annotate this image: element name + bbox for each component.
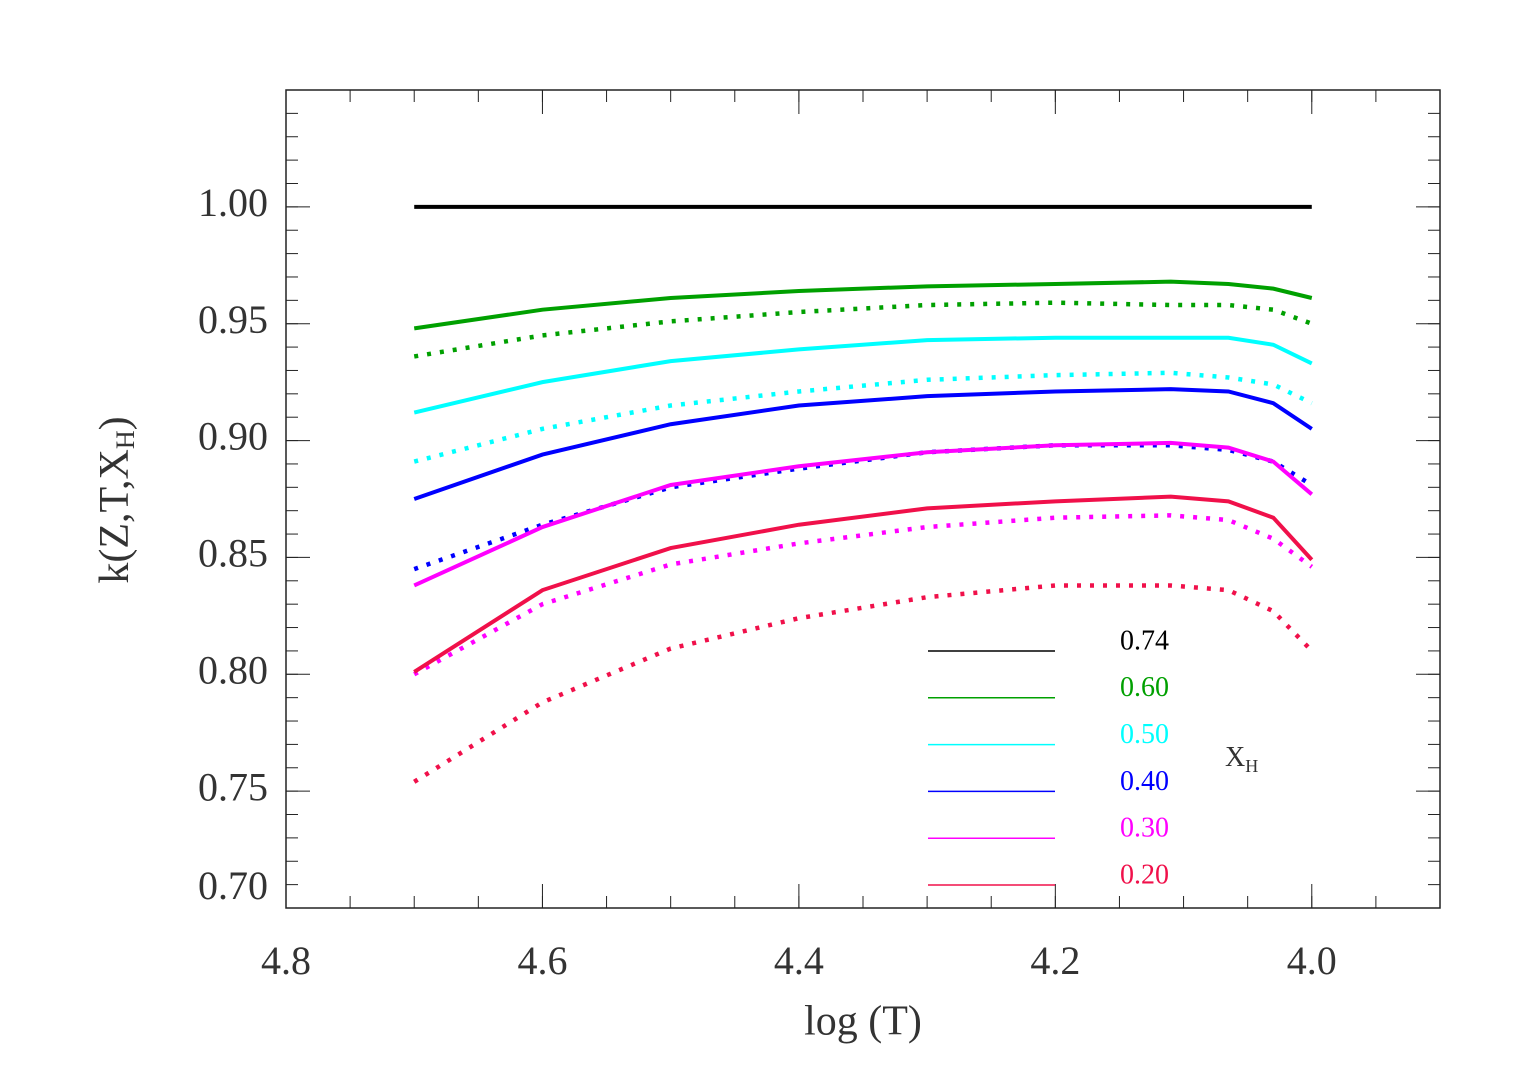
legend-label: 0.40 <box>1120 766 1169 797</box>
y-label-suffix: ) <box>92 416 138 430</box>
series-line <box>413 513 1314 677</box>
legend-label: 0.60 <box>1120 672 1169 703</box>
x-tick-label: 4.8 <box>261 938 311 983</box>
y-tick-label: 1.00 <box>198 180 268 225</box>
y-label-text: k(Z,T,X <box>92 449 138 584</box>
legend-label: 0.50 <box>1120 719 1169 750</box>
plot-frame <box>285 89 1441 909</box>
x-tick-label: 4.2 <box>1030 938 1080 983</box>
legend-label: 0.30 <box>1120 813 1169 844</box>
x-tick-label: 4.0 <box>1287 938 1337 983</box>
series-line <box>413 335 1313 415</box>
series-line <box>413 370 1313 464</box>
series-line <box>413 279 1313 331</box>
y-tick-label: 0.70 <box>198 863 268 908</box>
y-tick-label: 0.95 <box>198 297 268 342</box>
legend-title-text: X <box>1225 742 1245 773</box>
series-line <box>413 387 1313 501</box>
series-line <box>413 440 1314 588</box>
x-tick-label: 4.4 <box>774 938 824 983</box>
series-line <box>413 442 1313 572</box>
series-line <box>413 583 1314 784</box>
legend-title-subscript: H <box>1245 756 1258 776</box>
y-label-subscript: H <box>111 430 140 449</box>
x-tick-label: 4.6 <box>517 938 567 983</box>
y-tick-label: 0.80 <box>198 647 268 692</box>
series-line <box>413 494 1314 674</box>
x-axis-label: log (T) <box>804 999 922 1045</box>
legend-label: 0.74 <box>1120 625 1169 656</box>
legend-label: 0.20 <box>1120 859 1169 890</box>
legend-title: XH <box>1225 742 1258 776</box>
y-tick-label: 0.85 <box>198 531 268 576</box>
y-axis-label: k(Z,T,XH) <box>92 416 140 583</box>
y-tick-label: 0.75 <box>198 764 268 809</box>
y-tick-label: 0.90 <box>198 414 268 459</box>
